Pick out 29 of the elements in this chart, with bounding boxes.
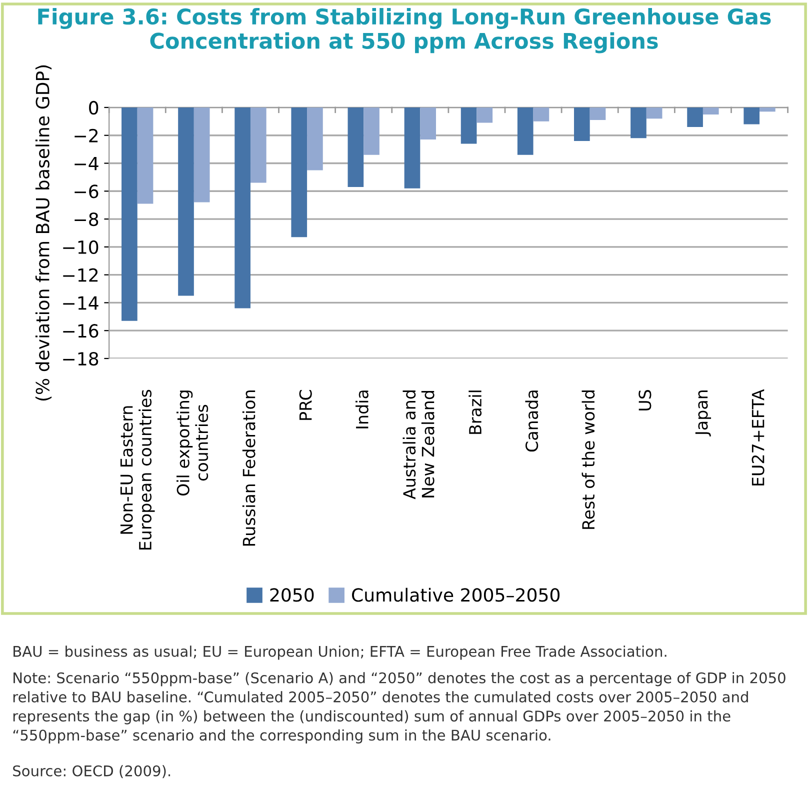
y-tick-label: −2 <box>74 128 98 142</box>
legend-label: 2050 <box>270 588 314 602</box>
x-tick-label: EU27+EFTA <box>752 389 764 486</box>
chart-title: Figure 3.6: Costs from Stabilizing Long-Run Greenhouse Gas Concentration at 550 ppm Across Regions <box>38 8 771 54</box>
x-tick-label: Rest of the world <box>582 390 595 529</box>
y-tick-label: −8 <box>74 212 98 226</box>
y-tick-label: −12 <box>63 268 98 282</box>
y-tick-label: −4 <box>74 156 98 170</box>
x-tick-label: Australia and New Zealand <box>402 390 434 500</box>
x-tick-label: Russian Federation <box>242 390 256 546</box>
x-tick-label: Japan <box>695 390 712 436</box>
y-tick-label: −18 <box>63 352 98 366</box>
text: BAU = business as usual; EU = European Union; EFTA = European Free Trade Association. <box>14 646 666 660</box>
source-note: Source: OECD (2009). <box>13 765 170 778</box>
x-tick-label: Non-EU Eastern European countries <box>120 390 155 550</box>
y-tick-label: 0 <box>89 100 98 115</box>
x-tick-label: Canada <box>525 390 538 452</box>
y-tick-label: −6 <box>74 184 98 198</box>
y-axis-title: (% deviation from BAU baseline GDP) <box>35 65 52 401</box>
x-tick-label: US <box>638 390 652 410</box>
y-tick-label: −10 <box>63 240 98 254</box>
legend-label: Cumulative 2005–2050 <box>352 588 560 602</box>
y-tick-label: −16 <box>63 324 98 338</box>
y-tick-label: −14 <box>63 296 98 310</box>
x-tick-label: India <box>356 390 368 428</box>
x-tick-label: Brazil <box>468 390 482 434</box>
text: Note: Scenario “550ppm-base” (Scenario A) and “2050” denotes the cost as a percentage of GDP in 2050 relative to BAU baseline. “Cumulated 2005–2050” denotes the cumulated costs over 2005–2050 and represents the gap (in %) between the (undiscounted) sum of annual GDPs over 2005–2050 in the “550ppm-base” scenario and the corresponding sum in the BAU scenario. <box>13 672 786 744</box>
x-tick-label: Oil exporting countries <box>176 390 208 496</box>
x-tick-label: PRC <box>299 390 312 420</box>
